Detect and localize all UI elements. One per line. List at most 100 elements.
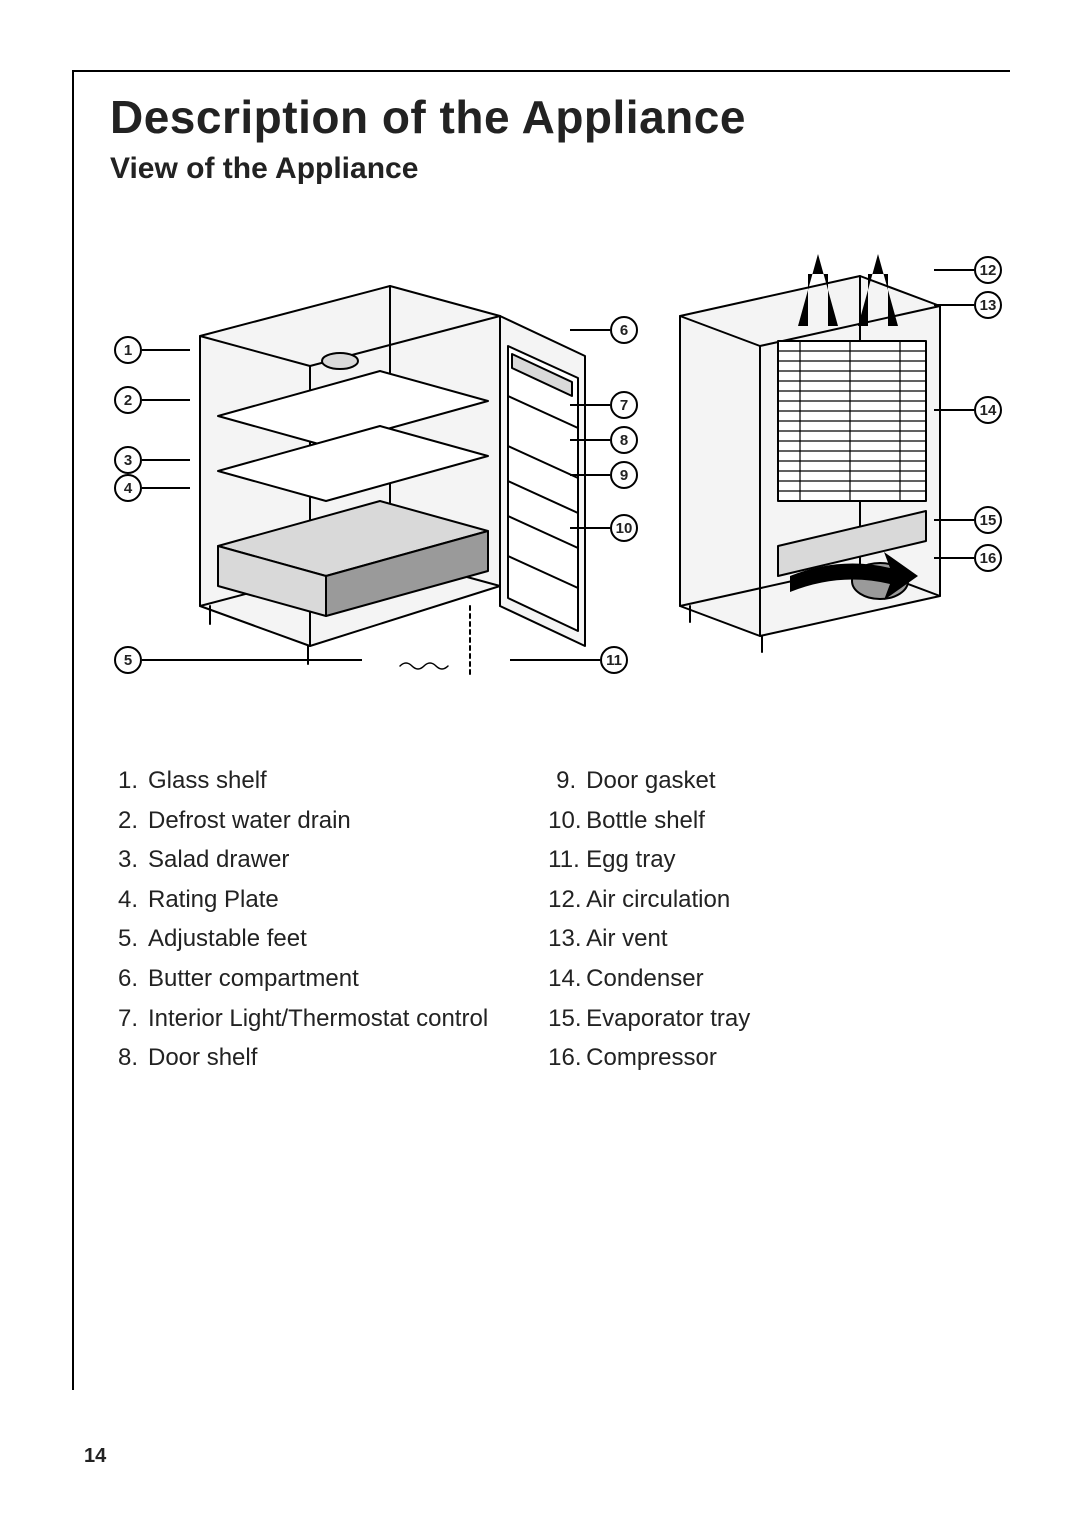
callout-9: 9 bbox=[570, 461, 638, 489]
callout-bubble: 9 bbox=[610, 461, 638, 489]
callout-bubble: 16 bbox=[974, 544, 1002, 572]
legend-num: 13. bbox=[548, 919, 586, 959]
legend-label: Butter compartment bbox=[148, 959, 359, 999]
legend-label: Evaporator tray bbox=[586, 999, 750, 1039]
callout-14: 14 bbox=[934, 396, 1002, 424]
legend-label: Door gasket bbox=[586, 761, 715, 801]
callout-lead bbox=[570, 404, 610, 406]
callout-bubble: 10 bbox=[610, 514, 638, 542]
callout-bubble: 4 bbox=[114, 474, 142, 502]
callout-bubble: 3 bbox=[114, 446, 142, 474]
callout-15: 15 bbox=[934, 506, 1002, 534]
legend-item: 15.Evaporator tray bbox=[548, 999, 750, 1039]
legend-item: 7.Interior Light/Thermostat control bbox=[110, 999, 488, 1039]
legend-item: 14.Condenser bbox=[548, 959, 750, 999]
legend-num: 9. bbox=[548, 761, 586, 801]
callout-16: 16 bbox=[934, 544, 1002, 572]
callout-lead bbox=[142, 659, 362, 661]
legend-num: 1. bbox=[110, 761, 148, 801]
callout-bubble: 15 bbox=[974, 506, 1002, 534]
legend-item: 3.Salad drawer bbox=[110, 840, 488, 880]
legend-label: Rating Plate bbox=[148, 880, 279, 920]
legend-item: 1.Glass shelf bbox=[110, 761, 488, 801]
legend-label: Defrost water drain bbox=[148, 801, 351, 841]
legend-item: 6.Butter compartment bbox=[110, 959, 488, 999]
legend-item: 2.Defrost water drain bbox=[110, 801, 488, 841]
callout-10: 10 bbox=[570, 514, 638, 542]
legend-num: 10. bbox=[548, 801, 586, 841]
callout-13: 13 bbox=[934, 291, 1002, 319]
legend-num: 12. bbox=[548, 880, 586, 920]
callout-lead bbox=[570, 474, 610, 476]
legend-label: Air circulation bbox=[586, 880, 730, 920]
page-number: 14 bbox=[84, 1445, 106, 1468]
callout-lead bbox=[934, 269, 974, 271]
legend-num: 2. bbox=[110, 801, 148, 841]
legend-label: Glass shelf bbox=[148, 761, 267, 801]
legend-col-1: 1.Glass shelf 2.Defrost water drain 3.Sa… bbox=[110, 761, 488, 1078]
legend-label: Bottle shelf bbox=[586, 801, 705, 841]
legend-label: Salad drawer bbox=[148, 840, 289, 880]
callout-lead bbox=[142, 399, 190, 401]
legend-num: 7. bbox=[110, 999, 148, 1039]
legend-label: Air vent bbox=[586, 919, 667, 959]
callout-11: 11 bbox=[510, 646, 628, 674]
legend: 1.Glass shelf 2.Defrost water drain 3.Sa… bbox=[110, 761, 990, 1078]
legend-item: 8.Door shelf bbox=[110, 1038, 488, 1078]
page-title: Description of the Appliance bbox=[110, 90, 990, 144]
callout-6: 6 bbox=[570, 316, 638, 344]
callout-lead bbox=[142, 487, 190, 489]
callout-lead bbox=[510, 659, 600, 661]
callout-bubble: 12 bbox=[974, 256, 1002, 284]
legend-item: 9.Door gasket bbox=[548, 761, 750, 801]
callout-7: 7 bbox=[570, 391, 638, 419]
legend-label: Egg tray bbox=[586, 840, 675, 880]
callout-lead bbox=[570, 439, 610, 441]
legend-label: Compressor bbox=[586, 1038, 717, 1078]
callout-bubble: 2 bbox=[114, 386, 142, 414]
legend-label: Condenser bbox=[586, 959, 703, 999]
callout-bubble: 11 bbox=[600, 646, 628, 674]
callout-4: 4 bbox=[114, 474, 190, 502]
page-content: Description of the Appliance View of the… bbox=[110, 90, 990, 1078]
legend-num: 6. bbox=[110, 959, 148, 999]
diagram-front-view bbox=[110, 246, 650, 706]
legend-num: 15. bbox=[548, 999, 586, 1039]
legend-label: Door shelf bbox=[148, 1038, 257, 1078]
callout-lead bbox=[934, 304, 974, 306]
legend-item: 12.Air circulation bbox=[548, 880, 750, 920]
callout-1: 1 bbox=[114, 336, 190, 364]
callout-lead bbox=[934, 557, 974, 559]
legend-num: 5. bbox=[110, 919, 148, 959]
callout-3: 3 bbox=[114, 446, 190, 474]
callout-lead bbox=[142, 459, 190, 461]
legend-num: 4. bbox=[110, 880, 148, 920]
legend-col-2: 9.Door gasket 10.Bottle shelf 11.Egg tra… bbox=[548, 761, 750, 1078]
page-subtitle: View of the Appliance bbox=[110, 152, 990, 186]
legend-num: 16. bbox=[548, 1038, 586, 1078]
callout-lead bbox=[934, 409, 974, 411]
callout-8: 8 bbox=[570, 426, 638, 454]
callout-bubble: 6 bbox=[610, 316, 638, 344]
callout-lead bbox=[142, 349, 190, 351]
callout-bubble: 8 bbox=[610, 426, 638, 454]
callout-bubble: 5 bbox=[114, 646, 142, 674]
legend-label: Adjustable feet bbox=[148, 919, 307, 959]
callout-2: 2 bbox=[114, 386, 190, 414]
callout-5: 5 bbox=[114, 646, 362, 674]
legend-item: 5.Adjustable feet bbox=[110, 919, 488, 959]
callout-lead bbox=[570, 329, 610, 331]
diagram-row: 1 2 3 4 5 6 7 8 bbox=[110, 246, 990, 706]
callout-lead bbox=[570, 527, 610, 529]
legend-label: Interior Light/Thermostat control bbox=[148, 999, 488, 1039]
legend-num: 3. bbox=[110, 840, 148, 880]
legend-num: 8. bbox=[110, 1038, 148, 1078]
callout-bubble: 1 bbox=[114, 336, 142, 364]
callout-12: 12 bbox=[934, 256, 1002, 284]
legend-item: 16.Compressor bbox=[548, 1038, 750, 1078]
legend-item: 4.Rating Plate bbox=[110, 880, 488, 920]
callout-bubble: 14 bbox=[974, 396, 1002, 424]
legend-item: 13.Air vent bbox=[548, 919, 750, 959]
legend-num: 11. bbox=[548, 840, 586, 880]
legend-item: 11.Egg tray bbox=[548, 840, 750, 880]
